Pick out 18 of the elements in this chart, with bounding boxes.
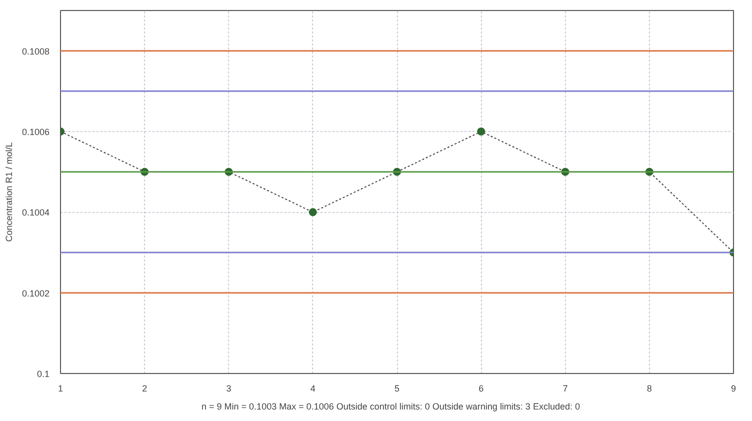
x-tick-label: 1 <box>58 384 64 394</box>
y-tick-label: 0.1002 <box>22 288 50 298</box>
x-tick-label: 3 <box>226 384 232 394</box>
y-tick-label: 0.1004 <box>22 208 50 218</box>
y-tick-label: 0.1006 <box>22 127 50 137</box>
y-tick-label: 0.1008 <box>22 46 50 56</box>
text: n = 9 Min = 0.1003 Max = 0.1006 Outside control limits: 0 Outside warning limits: 3 Excluded: 0 <box>202 402 580 412</box>
x-tick-label: 9 <box>730 384 736 394</box>
point <box>308 208 317 216</box>
x-tick-label: 2 <box>142 384 148 394</box>
x-tick-label: 4 <box>310 384 316 394</box>
x-tick-label: 5 <box>394 384 400 394</box>
x-tick-label: 7 <box>562 384 568 394</box>
y-tick-label: 0.1 <box>36 369 50 379</box>
x-tick-label: 8 <box>646 384 652 394</box>
x-tick-label: 6 <box>478 384 484 394</box>
point <box>477 128 486 136</box>
y-axis-title: Concentration R1 / mol/L <box>4 142 14 242</box>
